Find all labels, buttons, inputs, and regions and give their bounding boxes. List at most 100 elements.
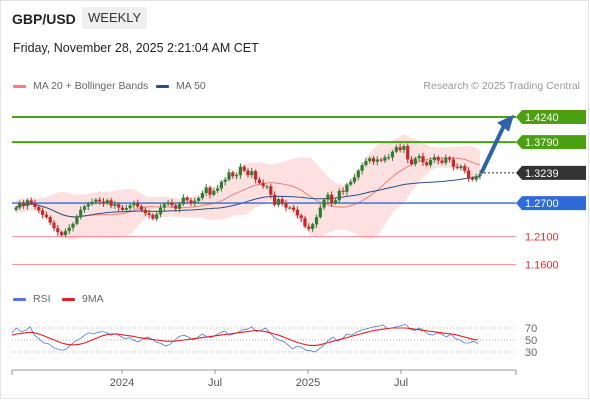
- symbol-title: GBP/USD: [12, 11, 76, 27]
- candle-body: [436, 157, 440, 161]
- candle-body: [189, 200, 193, 204]
- rsi-tick-50: 50: [525, 335, 537, 347]
- candle-body: [417, 156, 421, 159]
- candle-body: [440, 160, 444, 163]
- candle-body: [227, 172, 231, 180]
- candle-body: [223, 179, 227, 182]
- bollinger-band-area: [16, 134, 480, 240]
- candle-body: [147, 213, 151, 215]
- candle-body: [425, 162, 429, 166]
- candle-body: [170, 202, 174, 206]
- candle-body: [299, 215, 303, 219]
- candle-body: [383, 157, 387, 161]
- candle-body: [265, 186, 269, 188]
- candle-body: [181, 197, 185, 205]
- ma20-legend-swatch: [13, 85, 26, 88]
- candle-body: [349, 181, 353, 185]
- candle-body: [155, 214, 159, 219]
- candle-body: [254, 171, 258, 180]
- rsi-legend-label: RSI: [33, 293, 51, 305]
- candle-body: [185, 197, 189, 201]
- candle-body: [14, 207, 18, 210]
- level-label-1.3239: 1.3239: [525, 168, 559, 180]
- candles-group: [14, 143, 482, 238]
- candle-body: [60, 232, 64, 235]
- level-tag-1.2700: [516, 196, 586, 211]
- candle-body: [284, 203, 288, 208]
- candle-body: [257, 179, 261, 183]
- candle-body: [208, 187, 212, 195]
- candle-body: [345, 184, 349, 192]
- candle-body: [448, 157, 452, 160]
- candle-body: [330, 194, 334, 204]
- candle-body: [139, 206, 144, 210]
- ma50-line: [15, 175, 481, 218]
- candle-body: [368, 158, 372, 162]
- candle-body: [478, 174, 482, 177]
- candle-body: [364, 161, 368, 165]
- candle-body: [402, 146, 406, 150]
- ma50-legend-swatch: [156, 85, 169, 88]
- candle-body: [63, 231, 67, 235]
- candle-body: [90, 202, 94, 205]
- candle-body: [311, 224, 315, 229]
- candle-body: [216, 188, 220, 191]
- ma20-line: [15, 157, 481, 218]
- candle-body: [398, 147, 402, 150]
- forecast-arrow-shaft: [480, 123, 506, 174]
- candle-body: [143, 209, 147, 214]
- candle-body: [451, 159, 455, 167]
- candle-body: [432, 157, 436, 160]
- ma9-legend-label: 9MA: [82, 293, 104, 305]
- ma50-legend-label: MA 50: [176, 80, 206, 92]
- candle-body: [474, 176, 478, 180]
- rsi-legend-swatch: [13, 298, 26, 301]
- forecast-arrow-head: [497, 114, 514, 132]
- candle-body: [238, 166, 242, 176]
- x-tick-label-Jul: Jul: [208, 377, 222, 389]
- candle-body: [82, 206, 87, 210]
- candle-body: [246, 170, 250, 176]
- candle-body: [242, 166, 246, 171]
- candle-body: [409, 159, 414, 164]
- timestamp: Friday, November 28, 2025 2:21:04 AM CET: [13, 41, 259, 55]
- candle-body: [174, 205, 178, 209]
- candle-body: [356, 170, 360, 178]
- candle-body: [295, 209, 299, 216]
- candle-body: [151, 214, 155, 219]
- candle-body: [292, 207, 296, 210]
- candle-body: [390, 151, 395, 158]
- candle-body: [387, 157, 391, 159]
- candle-body: [326, 194, 330, 200]
- candle-body: [413, 158, 417, 164]
- timeframe-button[interactable]: WEEKLY: [82, 7, 148, 29]
- candle-body: [470, 177, 474, 180]
- candle-body: [333, 200, 338, 204]
- ma20-legend-label: MA 20 + Bollinger Bands: [33, 80, 149, 92]
- candle-body: [48, 217, 52, 223]
- candle-body: [56, 228, 60, 233]
- rsi-line: [11, 323, 479, 353]
- level-tag-1.3239: [516, 165, 586, 180]
- candle-body: [18, 203, 22, 208]
- candle-body: [86, 204, 90, 207]
- candle-body: [322, 199, 326, 208]
- candle-body: [29, 200, 33, 204]
- candle-body: [273, 194, 277, 205]
- candle-body: [197, 198, 201, 201]
- candle-body: [128, 205, 132, 209]
- candle-body: [33, 203, 37, 207]
- level-label-1.2100: 1.2100: [525, 232, 559, 244]
- candle-body: [459, 166, 463, 168]
- candle-body: [67, 227, 71, 232]
- x-tick-label-Jul: Jul: [394, 377, 408, 389]
- candle-body: [120, 207, 125, 210]
- level-label-1.2700: 1.2700: [525, 198, 559, 210]
- candle-body: [193, 200, 197, 203]
- candle-body: [444, 157, 448, 163]
- candle-body: [455, 166, 459, 168]
- level-tag-1.3790: [516, 135, 586, 150]
- candle-body: [261, 182, 265, 187]
- candle-body: [341, 190, 345, 192]
